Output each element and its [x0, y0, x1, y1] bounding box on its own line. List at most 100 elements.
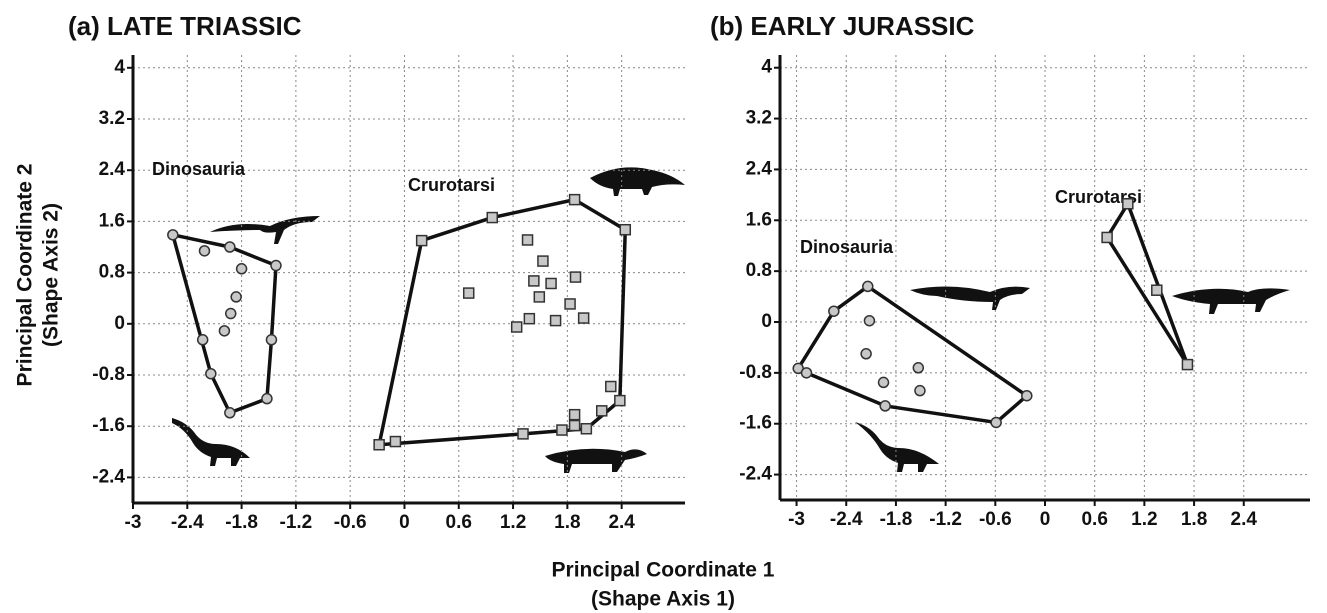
- point: [570, 410, 580, 420]
- x-tick-label: -2.4: [171, 512, 204, 533]
- point: [915, 386, 925, 396]
- x-tick-label: -2.4: [830, 509, 863, 530]
- point: [597, 406, 607, 416]
- point: [879, 377, 889, 387]
- x-tick-label: -1.2: [280, 512, 313, 533]
- point: [266, 335, 276, 345]
- point: [1123, 199, 1133, 209]
- group-label: Crurotarsi: [408, 175, 495, 195]
- convex-hull: [1107, 204, 1187, 365]
- y-tick-label: 3.2: [746, 108, 772, 129]
- x-axis-title: (Shape Axis 1): [591, 588, 735, 611]
- point: [262, 394, 272, 404]
- point: [225, 408, 235, 418]
- x-tick-label: -0.6: [334, 512, 367, 533]
- y-tick-label: 4: [761, 57, 772, 78]
- point: [551, 316, 561, 326]
- y-tick-label: 2.4: [99, 159, 126, 180]
- y-axis-title: Principal Coordinate 2: [14, 164, 37, 387]
- point: [237, 264, 247, 274]
- y-tick-label: 0: [114, 313, 125, 334]
- point: [523, 235, 533, 245]
- point: [534, 292, 544, 302]
- y-tick-label: -1.6: [739, 413, 772, 434]
- x-tick-label: -3: [788, 509, 805, 530]
- y-tick-label: 3.2: [99, 108, 125, 129]
- point: [864, 316, 874, 326]
- point: [829, 306, 839, 316]
- x-tick-label: 0: [1040, 509, 1051, 530]
- point: [546, 278, 556, 288]
- point: [557, 425, 567, 435]
- point: [579, 313, 589, 323]
- group-label: Dinosauria: [152, 159, 246, 179]
- point: [231, 292, 241, 302]
- group-label: Dinosauria: [800, 237, 894, 257]
- point: [199, 246, 209, 256]
- point: [620, 225, 630, 235]
- y-tick-label: 1.6: [746, 209, 772, 230]
- point: [615, 396, 625, 406]
- point: [219, 326, 229, 336]
- x-tick-label: 1.2: [1131, 509, 1157, 530]
- point: [524, 314, 534, 324]
- y-tick-label: 0.8: [99, 262, 125, 283]
- point: [417, 236, 427, 246]
- x-tick-label: -0.6: [979, 509, 1012, 530]
- point: [570, 195, 580, 205]
- x-tick-label: 1.2: [500, 512, 526, 533]
- point: [570, 421, 580, 431]
- point: [991, 417, 1001, 427]
- panel-title: (a) LATE TRIASSIC: [68, 11, 302, 41]
- point: [1022, 391, 1032, 401]
- y-tick-label: 0.8: [746, 260, 772, 281]
- x-tick-label: -1.2: [929, 509, 962, 530]
- point: [1182, 360, 1192, 370]
- point: [168, 230, 178, 240]
- x-tick-label: 0.6: [1081, 509, 1107, 530]
- y-tick-label: -0.8: [739, 362, 772, 383]
- point: [571, 272, 581, 282]
- x-tick-label: -1.8: [225, 512, 258, 533]
- point: [529, 276, 539, 286]
- point: [606, 382, 616, 392]
- point: [1102, 232, 1112, 242]
- x-tick-label: -1.8: [880, 509, 913, 530]
- x-tick-label: 2.4: [608, 512, 635, 533]
- point: [206, 369, 216, 379]
- point: [512, 322, 522, 332]
- y-tick-label: 0: [761, 311, 772, 332]
- point: [464, 288, 474, 298]
- x-axis-title: Principal Coordinate 1: [552, 559, 775, 582]
- panel-title: (b) EARLY JURASSIC: [710, 11, 975, 41]
- figure: Principal Coordinate 1 (Shape Axis 1) Pr…: [0, 0, 1327, 613]
- y-tick-label: -0.8: [92, 364, 125, 385]
- point: [802, 368, 812, 378]
- point: [271, 261, 281, 271]
- y-tick-label: -2.4: [739, 464, 772, 485]
- x-tick-label: 0.6: [446, 512, 472, 533]
- point: [374, 440, 384, 450]
- point: [198, 335, 208, 345]
- point: [226, 309, 236, 319]
- x-tick-label: 0: [399, 512, 410, 533]
- point: [390, 437, 400, 447]
- point: [487, 213, 497, 223]
- x-tick-label: 1.8: [1181, 509, 1207, 530]
- x-tick-label: 2.4: [1231, 509, 1258, 530]
- page: Principal Coordinate 1 (Shape Axis 1) Pr…: [0, 0, 1327, 613]
- y-axis-title: (Shape Axis 2): [40, 203, 63, 347]
- y-tick-label: -2.4: [92, 466, 125, 487]
- point: [538, 256, 548, 266]
- y-tick-label: 2.4: [746, 158, 773, 179]
- point: [861, 349, 871, 359]
- point: [880, 401, 890, 411]
- point: [913, 363, 923, 373]
- y-tick-label: -1.6: [92, 415, 125, 436]
- point: [518, 429, 528, 439]
- point: [565, 299, 575, 309]
- point: [1152, 285, 1162, 295]
- x-tick-label: -3: [125, 512, 142, 533]
- y-tick-label: 1.6: [99, 210, 125, 231]
- y-tick-label: 4: [114, 57, 125, 78]
